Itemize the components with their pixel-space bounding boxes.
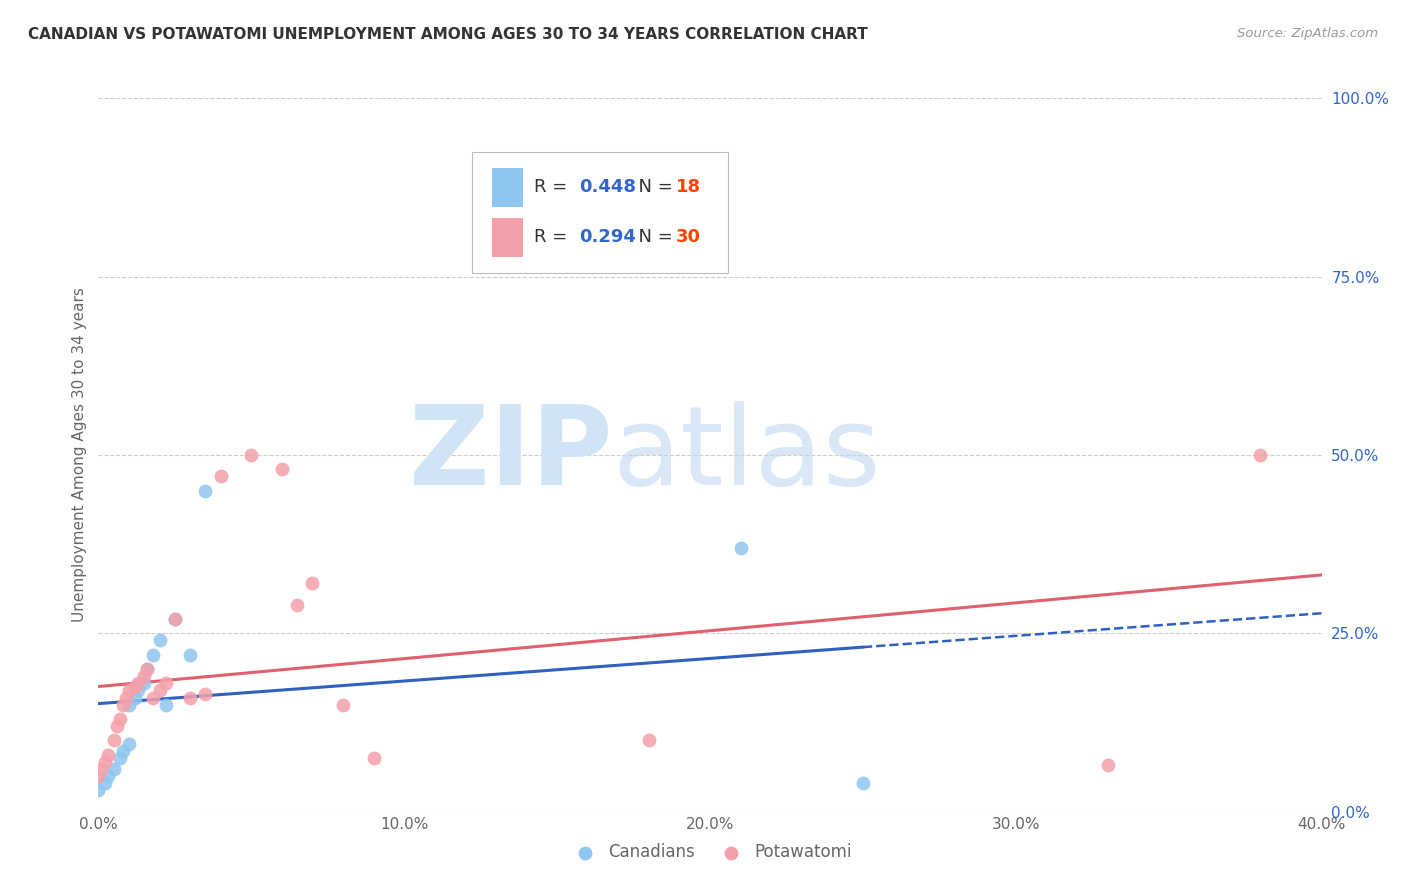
Point	[149, 633, 172, 648]
Point	[142, 690, 165, 705]
Point	[179, 648, 201, 662]
Point	[194, 687, 217, 701]
Point	[90, 762, 112, 776]
Text: 18: 18	[676, 178, 702, 196]
Point	[127, 683, 149, 698]
Text: ZIP: ZIP	[409, 401, 612, 508]
Point	[155, 676, 177, 690]
Point	[87, 783, 110, 797]
Text: 0.294: 0.294	[579, 228, 636, 246]
Point	[118, 683, 141, 698]
Point	[124, 680, 146, 694]
Point	[105, 719, 128, 733]
Point	[118, 698, 141, 712]
Point	[301, 576, 323, 591]
Text: N =: N =	[627, 178, 678, 196]
Text: R =: R =	[534, 178, 572, 196]
FancyBboxPatch shape	[471, 152, 728, 273]
Point	[142, 648, 165, 662]
Point	[209, 469, 232, 483]
Point	[127, 676, 149, 690]
Point	[194, 483, 217, 498]
Point	[111, 698, 134, 712]
Point	[730, 541, 752, 555]
Point	[332, 698, 354, 712]
Point	[108, 712, 131, 726]
Text: N =: N =	[627, 228, 678, 246]
Point	[118, 737, 141, 751]
Point	[270, 462, 292, 476]
Point	[163, 612, 186, 626]
Point	[97, 769, 120, 783]
Point	[103, 762, 125, 776]
Point	[637, 733, 661, 747]
Point	[149, 683, 172, 698]
Point	[134, 669, 156, 683]
Text: CANADIAN VS POTAWATOMI UNEMPLOYMENT AMONG AGES 30 TO 34 YEARS CORRELATION CHART: CANADIAN VS POTAWATOMI UNEMPLOYMENT AMON…	[28, 27, 868, 42]
Point	[179, 690, 201, 705]
Point	[124, 690, 146, 705]
Point	[163, 612, 186, 626]
Text: 30: 30	[676, 228, 700, 246]
Point	[136, 662, 159, 676]
Point	[97, 747, 120, 762]
Point	[93, 755, 115, 769]
Point	[87, 769, 110, 783]
Point	[363, 751, 385, 765]
Point	[134, 676, 156, 690]
Text: atlas: atlas	[612, 401, 880, 508]
Point	[115, 690, 138, 705]
Point	[1097, 758, 1119, 772]
Text: 0.448: 0.448	[579, 178, 636, 196]
Point	[136, 662, 159, 676]
Point	[1249, 448, 1271, 462]
Legend: Canadians, Potawatomi: Canadians, Potawatomi	[561, 837, 859, 868]
Bar	[492, 218, 523, 257]
Point	[155, 698, 177, 712]
Point	[285, 598, 308, 612]
Point	[93, 776, 115, 790]
Text: R =: R =	[534, 228, 572, 246]
Point	[108, 751, 131, 765]
Point	[240, 448, 263, 462]
Point	[852, 776, 875, 790]
Point	[103, 733, 125, 747]
Y-axis label: Unemployment Among Ages 30 to 34 years: Unemployment Among Ages 30 to 34 years	[72, 287, 87, 623]
Point	[111, 744, 134, 758]
Bar	[492, 168, 523, 207]
Text: Source: ZipAtlas.com: Source: ZipAtlas.com	[1237, 27, 1378, 40]
